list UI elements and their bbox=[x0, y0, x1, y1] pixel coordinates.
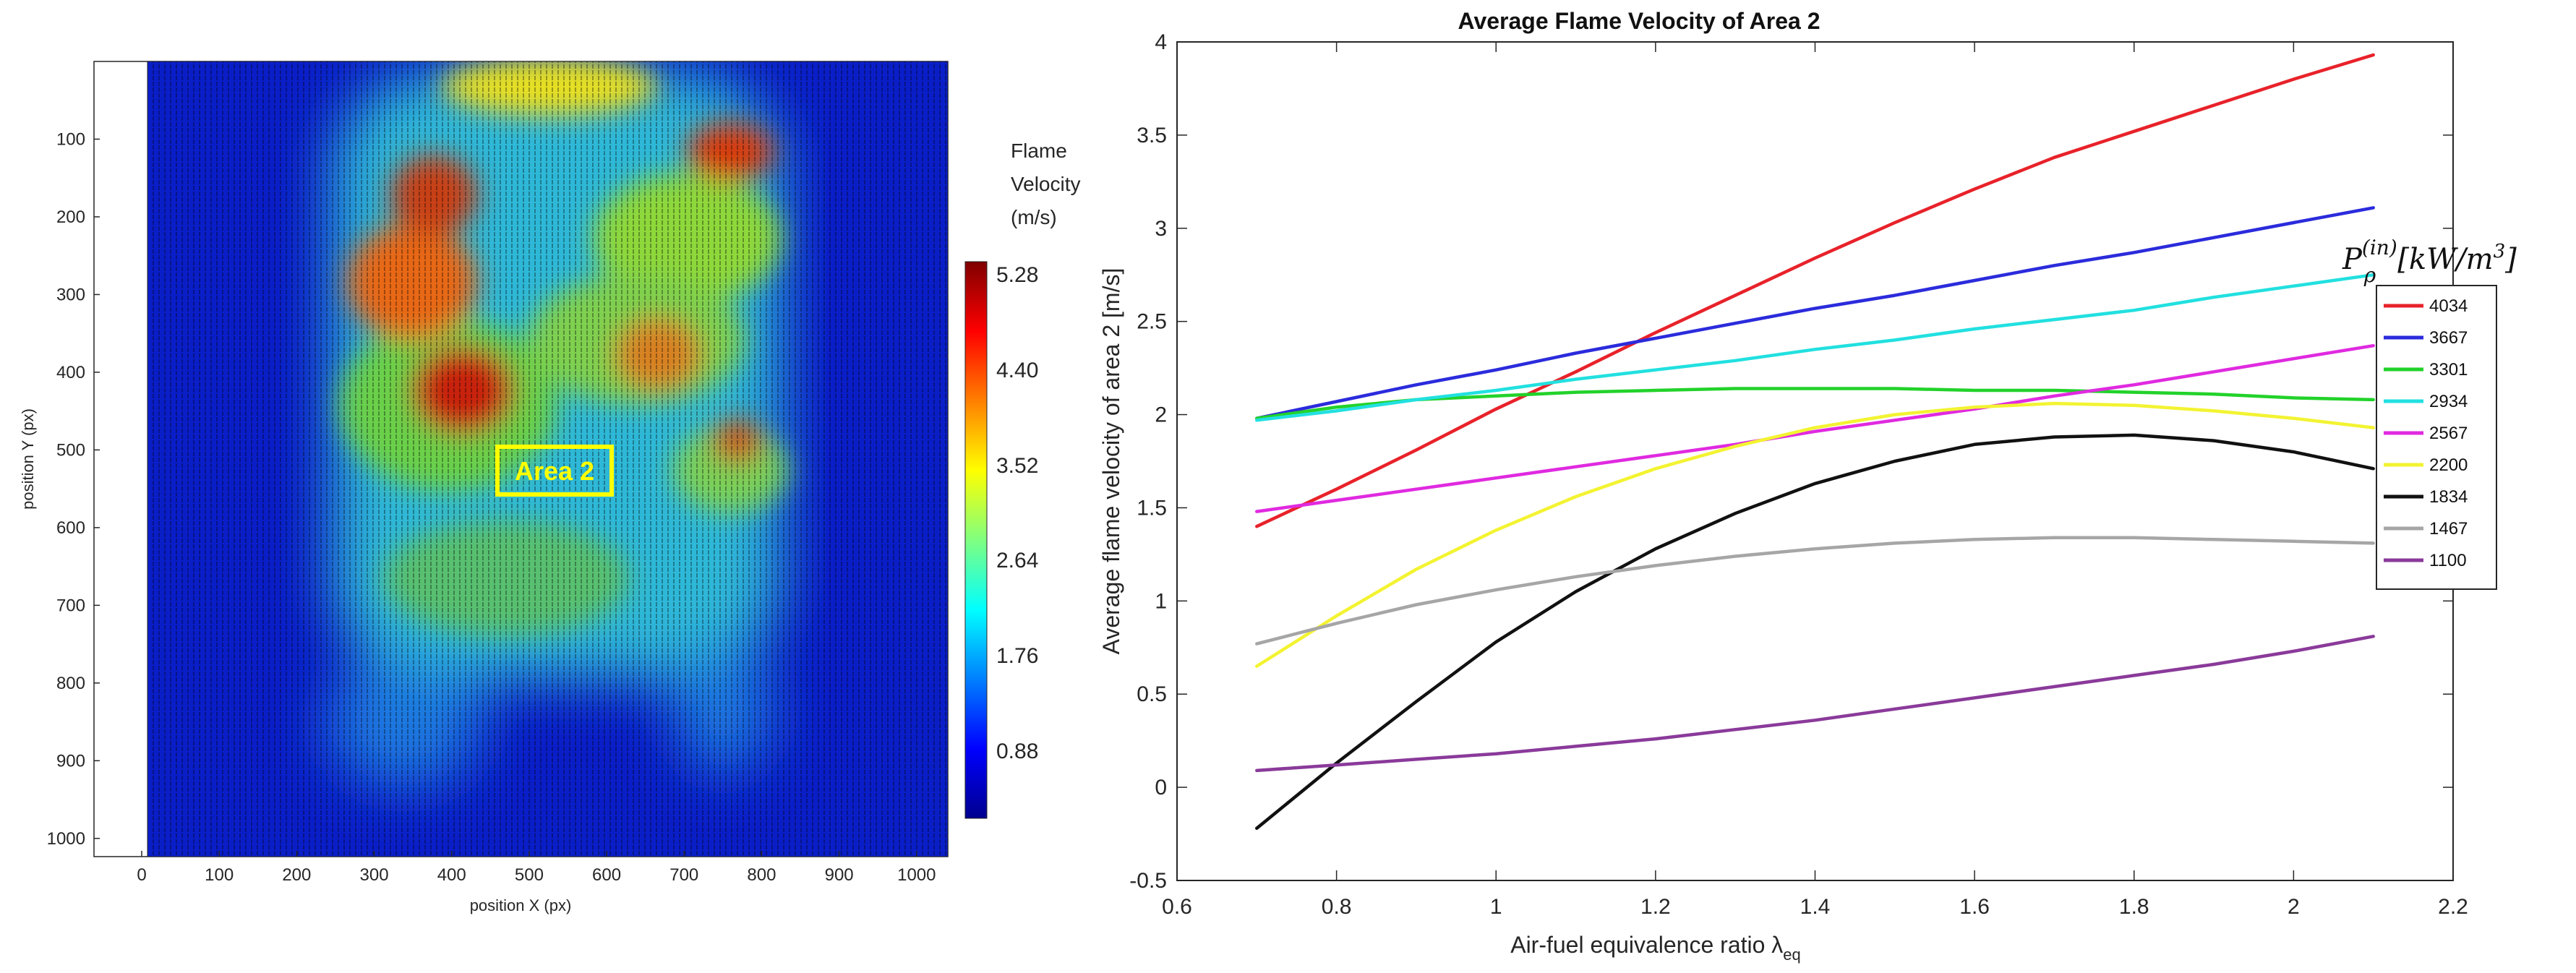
x-tick-label: 2.2 bbox=[2438, 895, 2468, 919]
x-tick-label: 200 bbox=[282, 865, 311, 885]
legend-title-unit-sup: 3 bbox=[2494, 241, 2506, 262]
colorbar: Flame Velocity (m/s) 5.28 4.40 3.52 2.64… bbox=[964, 140, 1081, 819]
y-tick-label: 700 bbox=[56, 596, 85, 615]
x-tick-label: 1 bbox=[1490, 895, 1502, 919]
y-tick-label: 1000 bbox=[47, 829, 85, 849]
series-line-3667 bbox=[1255, 206, 2375, 420]
legend-label-1100: 1100 bbox=[2429, 551, 2467, 570]
legend-label-4034: 4034 bbox=[2429, 296, 2468, 316]
legend-title-sub: ρ bbox=[2363, 263, 2376, 287]
y-axis-ticks: 100 200 300 400 500 600 700 800 900 1000 bbox=[47, 129, 100, 849]
x-tick-label: 1.4 bbox=[1800, 895, 1831, 919]
colorbar-title-line-1: Flame bbox=[1011, 140, 1067, 162]
series-line-4034 bbox=[1255, 53, 2375, 528]
colorbar-tick: 3.52 bbox=[996, 454, 1038, 478]
y-tick-label: 2.5 bbox=[1137, 310, 1167, 334]
legend-title: P(in) ρ [kW/m3] bbox=[2342, 236, 2517, 287]
y-tick-label: 500 bbox=[56, 440, 85, 460]
colorbar-tick: 1.76 bbox=[996, 644, 1038, 668]
y-tick-label: 0 bbox=[1155, 776, 1167, 800]
colorbar-title-line-2: Velocity bbox=[1011, 173, 1081, 195]
x-tick-label: 700 bbox=[669, 865, 698, 885]
legend-title-unit: [kW/m bbox=[2397, 243, 2493, 276]
x-axis-label-text: Air-fuel equivalence ratio λ bbox=[1510, 932, 1783, 958]
plot-area bbox=[1176, 41, 2454, 881]
x-tick-label: 600 bbox=[592, 865, 621, 885]
y-axis-label: position Y (px) bbox=[19, 408, 37, 510]
legend-label-3667: 3667 bbox=[2429, 328, 2468, 348]
x-tick-label: 500 bbox=[515, 865, 544, 885]
colorbar-tick: 4.40 bbox=[996, 359, 1038, 382]
y-tick-label: -0.5 bbox=[1129, 869, 1167, 893]
colorbar-tick: 5.28 bbox=[996, 263, 1038, 287]
area-2-label: Area 2 bbox=[515, 456, 594, 486]
x-axis-ticks: 0.6 0.8 1 1.2 1.4 1.6 1.8 2 2.2 bbox=[1162, 42, 2468, 919]
series-line-3301 bbox=[1255, 387, 2375, 420]
colorbar-tick: 0.88 bbox=[996, 740, 1038, 763]
x-tick-label: 300 bbox=[360, 865, 389, 885]
x-tick-label: 900 bbox=[825, 865, 854, 885]
x-axis-label-subscript: eq bbox=[1783, 946, 1800, 964]
x-tick-label: 0 bbox=[137, 865, 146, 885]
x-tick-label: 400 bbox=[437, 865, 466, 885]
y-tick-label: 400 bbox=[56, 363, 85, 382]
y-tick-label: 0.5 bbox=[1137, 682, 1167, 706]
series-lines bbox=[1255, 53, 2375, 831]
legend-label-2567: 2567 bbox=[2429, 424, 2468, 443]
y-tick-label: 4 bbox=[1155, 30, 1167, 54]
legend-label-2934: 2934 bbox=[2429, 392, 2468, 411]
x-tick-label: 1.8 bbox=[2119, 895, 2149, 919]
y-tick-label: 200 bbox=[56, 207, 85, 227]
y-tick-label: 300 bbox=[56, 285, 85, 304]
x-tick-label: 0.6 bbox=[1162, 895, 1192, 919]
x-axis-ticks: 0 100 200 300 400 500 600 700 800 900 1000 bbox=[137, 851, 936, 885]
area-2-box bbox=[495, 445, 614, 497]
y-tick-label: 900 bbox=[56, 751, 85, 771]
y-tick-label: 1 bbox=[1155, 589, 1167, 613]
x-tick-label: 100 bbox=[205, 865, 234, 885]
y-axis-label: Average flame velocity of area 2 [m/s] bbox=[1098, 268, 1124, 655]
x-tick-label: 1.6 bbox=[1959, 895, 1990, 919]
chart-title: Average Flame Velocity of Area 2 bbox=[1458, 8, 1820, 34]
x-axis-label: Air-fuel equivalence ratio λeq bbox=[1510, 932, 1801, 964]
legend-title-sup: (in) bbox=[2362, 236, 2397, 260]
x-tick-label: 1.2 bbox=[1640, 895, 1671, 919]
legend-title-base: P bbox=[2342, 243, 2363, 276]
y-tick-label: 3.5 bbox=[1137, 124, 1167, 147]
legend-label-1467: 1467 bbox=[2429, 519, 2468, 539]
x-tick-label: 800 bbox=[747, 865, 776, 885]
series-line-2934 bbox=[1255, 273, 2375, 422]
series-line-2200 bbox=[1255, 401, 2375, 668]
y-tick-label: 1.5 bbox=[1137, 496, 1167, 520]
series-line-1467 bbox=[1255, 536, 2375, 646]
legend-title-unit-end: ] bbox=[2504, 243, 2517, 276]
y-tick-label: 600 bbox=[56, 518, 85, 538]
colorbar-tick: 2.64 bbox=[996, 549, 1038, 573]
legend-entries: 4034 3667 3301 2934 2567 2200 1834 1467 1100 bbox=[2384, 296, 2468, 570]
y-axis-ticks: -0.5 0 0.5 1 1.5 2 2.5 3 3.5 4 bbox=[1129, 30, 2453, 893]
y-tick-label: 100 bbox=[56, 129, 85, 149]
legend-label-1834: 1834 bbox=[2429, 487, 2468, 507]
colorbar-gradient bbox=[964, 261, 988, 819]
x-tick-label: 0.8 bbox=[1322, 895, 1352, 919]
series-line-1100 bbox=[1255, 635, 2375, 773]
velocity-field-plot: 0 100 200 300 400 500 600 700 800 900 1000 100 200 3… bbox=[19, 61, 1081, 914]
legend-label-3301: 3301 bbox=[2429, 360, 2468, 380]
y-tick-label: 800 bbox=[56, 674, 85, 693]
colorbar-title-line-3: (m/s) bbox=[1011, 206, 1057, 228]
y-tick-label: 2 bbox=[1155, 403, 1167, 427]
series-line-1834 bbox=[1255, 433, 2375, 831]
legend-label-2200: 2200 bbox=[2429, 455, 2468, 475]
x-axis-label: position X (px) bbox=[470, 896, 572, 914]
y-tick-label: 3 bbox=[1155, 217, 1167, 241]
series-line-2567 bbox=[1255, 343, 2375, 513]
x-tick-label: 2 bbox=[2288, 895, 2300, 919]
x-tick-label: 1000 bbox=[897, 865, 936, 885]
line-chart: Average Flame Velocity of Area 2 0.6 0.8 1… bbox=[1098, 8, 2517, 964]
